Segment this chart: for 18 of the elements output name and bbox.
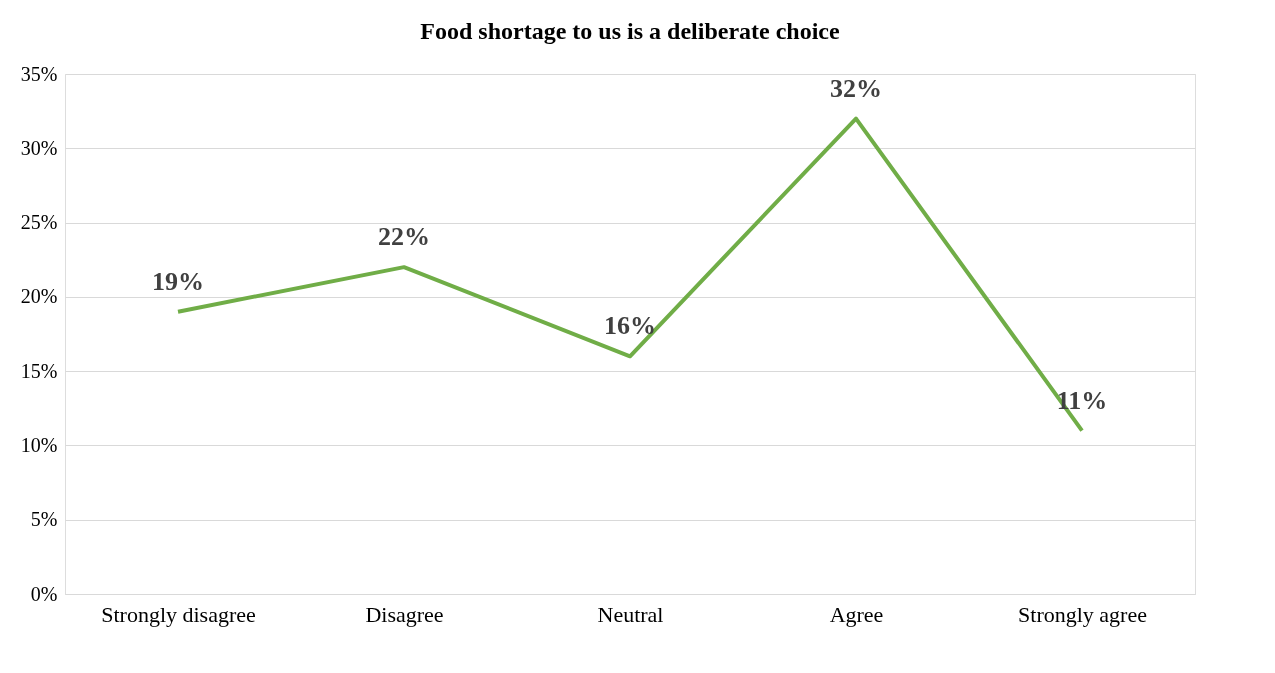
y-tick-label: 25% [20,211,58,234]
y-tick-label: 0% [30,582,58,605]
text: 16% [604,311,656,341]
y-tick-label: 30% [20,136,58,159]
x-tick-label: Strongly disagree [101,601,256,627]
y-tick-label: 15% [20,359,58,382]
text: 22% [378,222,430,252]
x-tick-label: Disagree [365,601,444,627]
text: 32% [830,73,882,103]
y-tick-label: 35% [20,62,58,85]
y-tick-label: 10% [20,433,58,456]
x-tick-label: Strongly agree [1018,601,1147,627]
chart-title: Food shortage to us is a deliberate choice [420,18,840,44]
y-tick-label: 5% [30,508,58,531]
x-tick-label: Agree [829,601,884,627]
y-tick-label: 20% [20,285,58,308]
text: 19% [152,266,204,296]
x-tick-label: Neutral [597,601,664,627]
